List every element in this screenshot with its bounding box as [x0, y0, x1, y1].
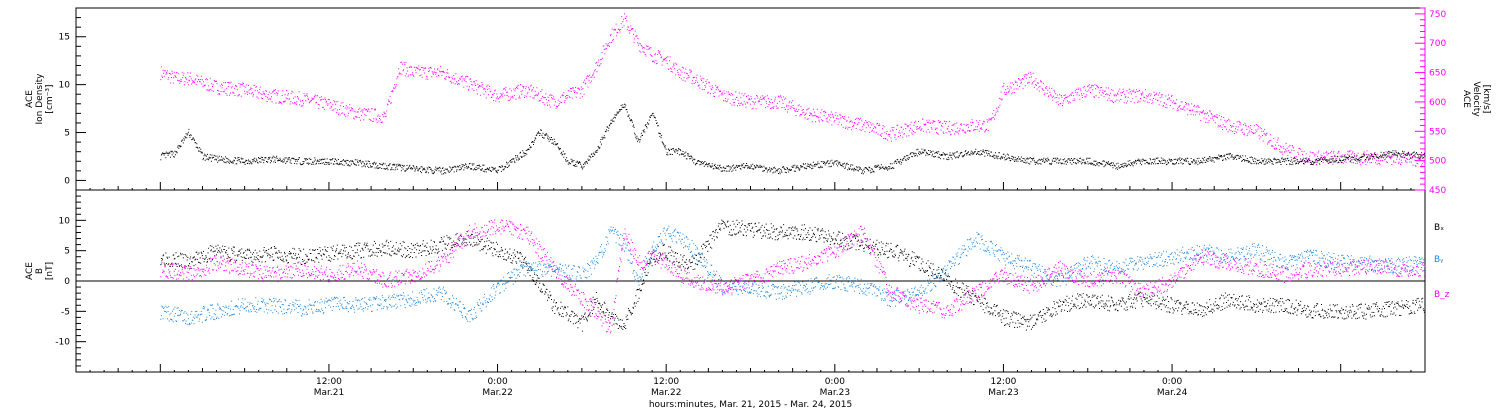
b-series-2	[160, 219, 1426, 334]
bottom-y-tick-label: 5	[64, 247, 70, 257]
b-series-1	[160, 225, 1426, 326]
top-left-axis-title: Ion Density	[35, 73, 45, 125]
x-tick-date-label: Mar.24	[1157, 388, 1188, 398]
x-axis-title: hours:minutes, Mar. 21, 2015 - Mar. 24, …	[649, 400, 852, 410]
top-right-y-tick-label: 600	[1429, 98, 1446, 108]
bottom-y-tick-label: 0	[64, 277, 70, 287]
x-tick-time-label: 0:00	[825, 377, 845, 387]
x-tick-time-label: 0:00	[487, 377, 507, 387]
top-right-axis-title: [km/s]	[1481, 85, 1491, 114]
top-right-y-tick-label: 650	[1429, 69, 1446, 79]
top-right-y-tick-label: 750	[1429, 10, 1446, 20]
x-tick-date-label: Mar.23	[820, 388, 850, 398]
top-right-y-tick-label: 450	[1429, 186, 1446, 196]
top-right-axis-title: ACE	[1461, 90, 1471, 108]
legend-entry: Bᵧ	[1434, 255, 1444, 265]
bottom-y-tick-label: -5	[61, 307, 70, 317]
density-series	[160, 103, 1426, 175]
b-series-0	[160, 219, 1426, 332]
bottom-axis-title: ACE	[25, 262, 35, 280]
x-tick-date-label: Mar.21	[314, 388, 344, 398]
top-right-y-tick-label: 550	[1429, 127, 1446, 137]
bottom-y-tick-label: 10	[59, 216, 71, 226]
x-tick-time-label: 12:00	[316, 377, 342, 387]
bottom-axis-title: [nT]	[45, 262, 55, 280]
top-left-y-tick-label: 5	[64, 129, 70, 139]
top-left-y-tick-label: 0	[64, 176, 70, 186]
x-tick-date-label: Mar.22	[651, 388, 681, 398]
top-left-y-tick-label: 15	[59, 33, 70, 43]
top-panel-frame	[75, 7, 1426, 191]
top-left-y-tick-label: 10	[59, 81, 71, 91]
x-tick-date-label: Mar.22	[482, 388, 512, 398]
x-tick-time-label: 12:00	[653, 377, 679, 387]
x-tick-time-label: 0:00	[1162, 377, 1182, 387]
top-left-axis-title: [cm⁻³]	[45, 84, 55, 113]
velocity-series	[160, 13, 1426, 168]
top-right-y-tick-label: 700	[1429, 39, 1446, 49]
bottom-axis-title: B	[35, 268, 45, 274]
x-tick-date-label: Mar.23	[988, 388, 1018, 398]
legend-entry: Bₓ	[1434, 223, 1444, 233]
top-left-axis-title: ACE	[25, 90, 35, 108]
top-right-axis-title: Velocity	[1471, 81, 1481, 117]
x-tick-time-label: 12:00	[990, 377, 1016, 387]
bottom-y-tick-label: -10	[55, 338, 70, 348]
legend-entry: B_z	[1434, 290, 1450, 300]
top-right-y-tick-label: 500	[1429, 157, 1446, 167]
